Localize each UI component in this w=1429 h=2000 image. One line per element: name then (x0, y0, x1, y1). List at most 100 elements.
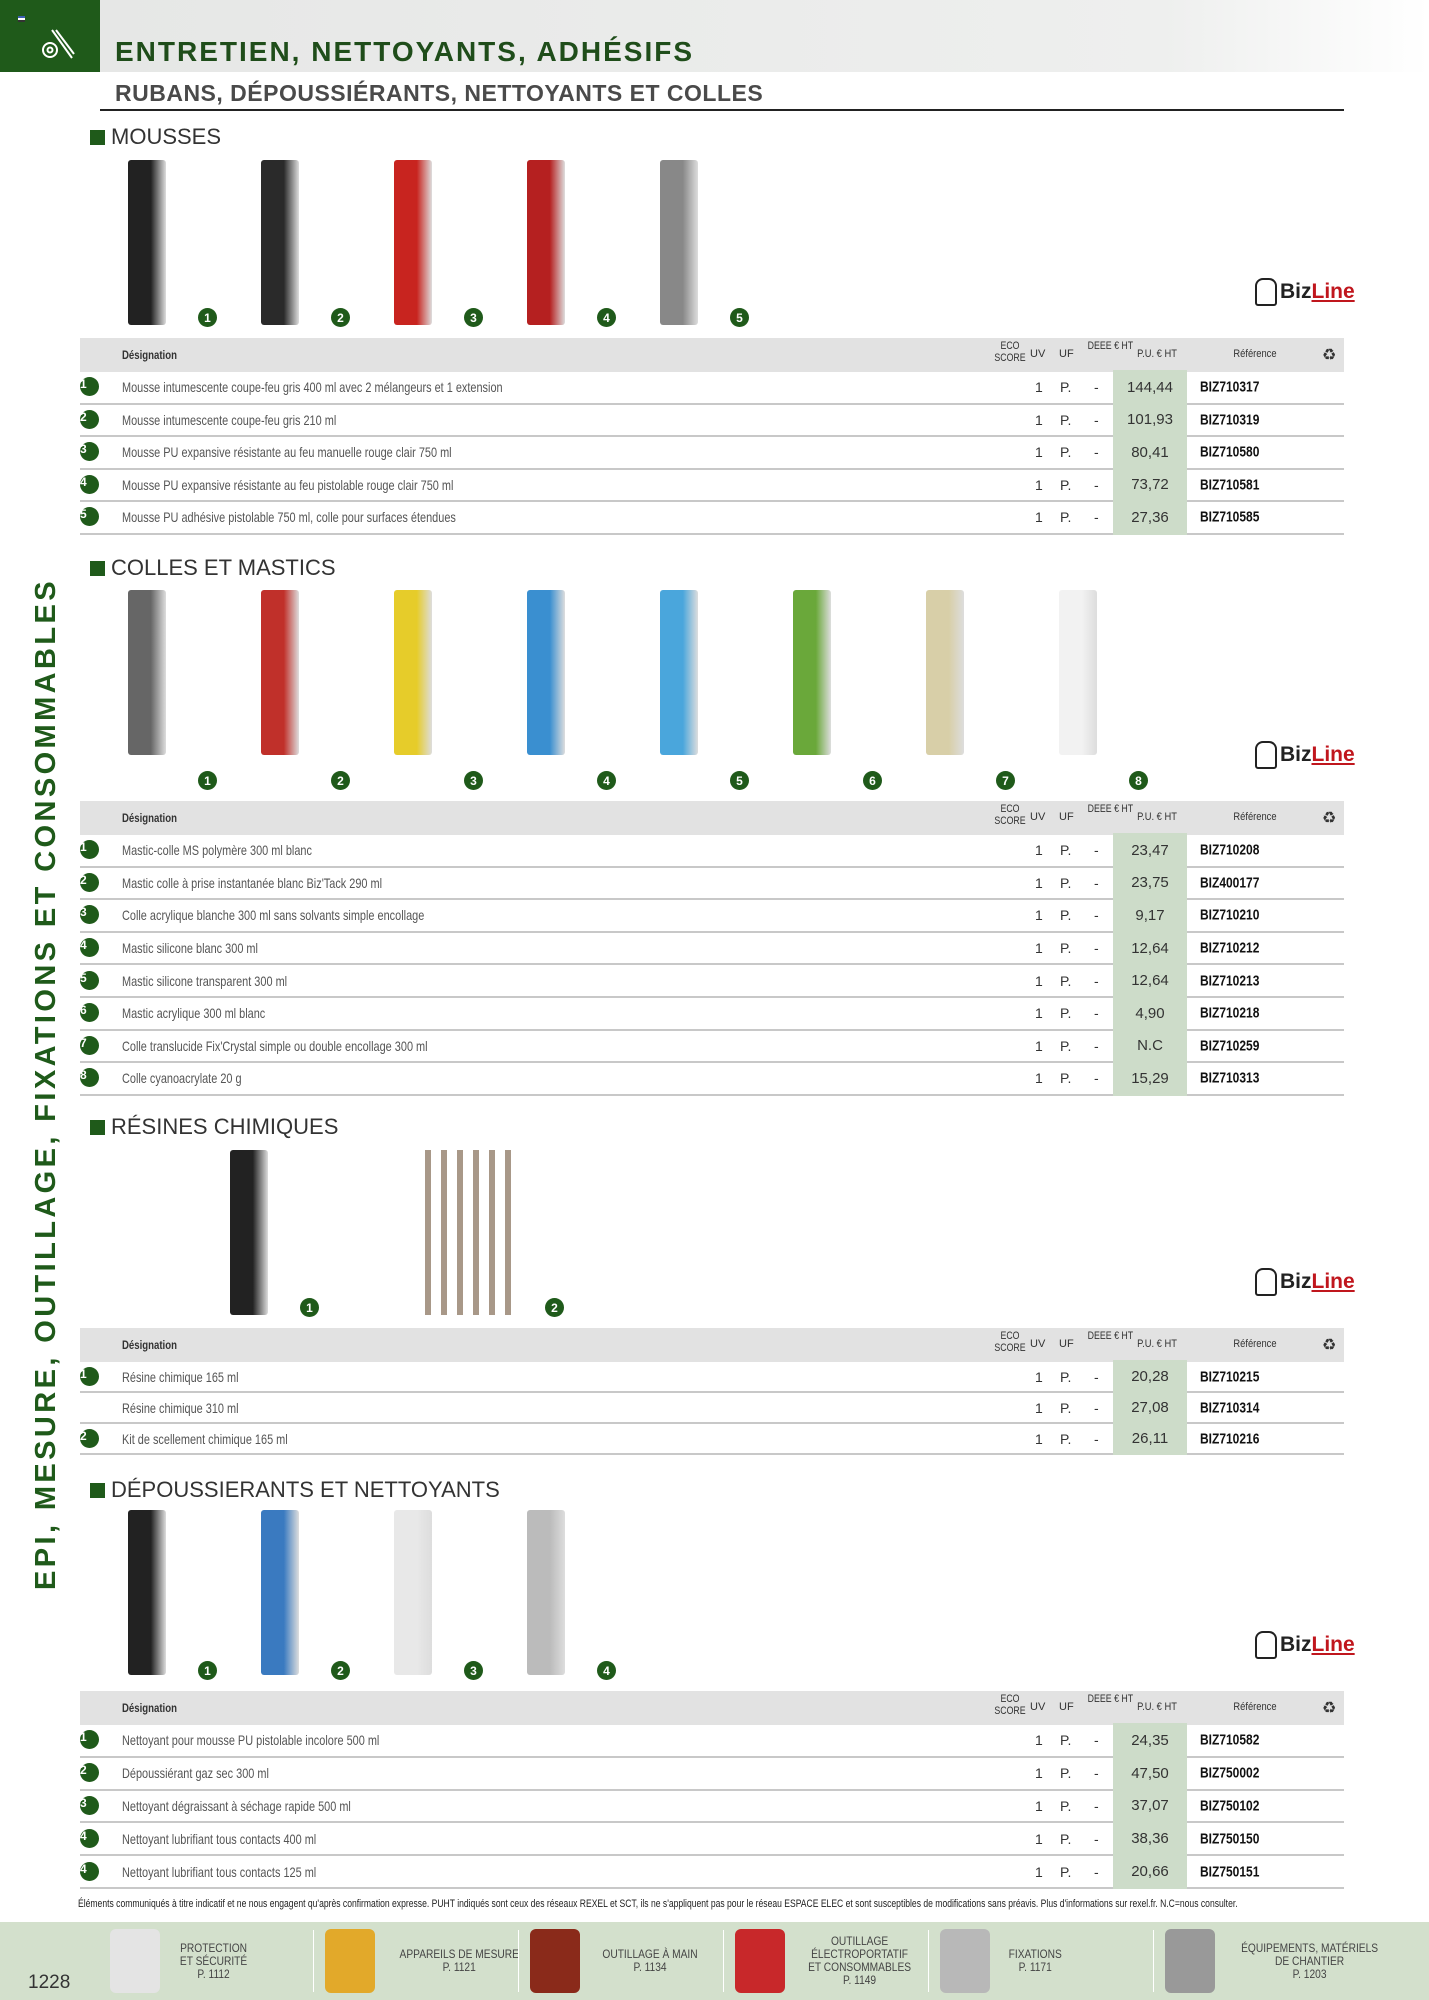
col-uf: UF (1059, 348, 1074, 360)
col-price: P.U. € HT (1137, 811, 1177, 823)
reference[interactable]: BIZ710317 (1200, 378, 1260, 396)
separator (1153, 1930, 1154, 1992)
deee-value: - (1094, 940, 1099, 957)
table-row[interactable]: 3 Colle acrylique blanche 300 ml sans sol… (80, 898, 1344, 933)
reference[interactable]: BIZ710259 (1200, 1037, 1260, 1055)
deee-value: - (1094, 476, 1099, 493)
brand-biz: Biz (1280, 1270, 1312, 1293)
uf-value: P. (1060, 972, 1072, 989)
reference[interactable]: BIZ400177 (1200, 874, 1260, 892)
product-image (261, 590, 299, 755)
footer-category-link[interactable]: ÉQUIPEMENTS, MATÉRIELS DE CHANTIER P. 12… (1165, 1922, 1390, 2000)
uv-value: 1 (1035, 476, 1043, 493)
table-row[interactable]: 3 Mousse PU expansive résistante au feu m… (80, 435, 1344, 470)
row-number: 7 (80, 1035, 99, 1055)
table-row[interactable]: 1 Mastic-colle MS polymère 300 ml blanc 1 P… (80, 833, 1344, 868)
reference[interactable]: BIZ750151 (1200, 1863, 1260, 1881)
table-row[interactable]: 4 Nettoyant lubrifiant tous contacts 400 … (80, 1821, 1344, 1857)
reference[interactable]: BIZ710215 (1200, 1368, 1260, 1385)
footer-category-link[interactable]: OUTILLAGE À MAIN P. 1134 (530, 1922, 706, 2000)
table-row[interactable]: 7 Colle translucide Fix'Crystal simple ou… (80, 1028, 1344, 1064)
table-row[interactable]: 3 Nettoyant dégraissant à séchage rapide … (80, 1788, 1344, 1824)
table-header: Désignation ECO SCORE UV UF DEEE € HT P.U. € … (80, 801, 1344, 835)
deee-value: - (1094, 509, 1099, 526)
footer-category-link[interactable]: OUTILLAGE ÉLECTROPORTATIF ET CONSOMMABLE… (735, 1922, 920, 2000)
table-row[interactable]: 2 Dépoussiérant gaz sec 300 ml 1 P. -47,50 BI… (80, 1755, 1344, 1791)
reference[interactable]: BIZ750102 (1200, 1797, 1260, 1815)
reference[interactable]: BIZ710208 (1200, 841, 1260, 859)
reference[interactable]: BIZ710210 (1200, 906, 1260, 924)
product-number: 1 (198, 1661, 217, 1680)
unit-price: 38,36 (1113, 1821, 1187, 1857)
deee-value: - (1094, 1005, 1099, 1022)
uf-value: P. (1060, 1005, 1072, 1022)
bear-logo-icon (1255, 1631, 1277, 1659)
brand-line: Line (1311, 1633, 1355, 1656)
table-row[interactable]: Résine chimique 310 ml 1 P. -27,08 BIZ710314 (80, 1391, 1344, 1424)
section-heading: MOUSSES (90, 124, 221, 150)
reference[interactable]: BIZ750002 (1200, 1764, 1260, 1782)
reference[interactable]: BIZ710581 (1200, 476, 1260, 494)
reference[interactable]: BIZ710213 (1200, 972, 1260, 990)
reference[interactable]: BIZ710218 (1200, 1004, 1260, 1022)
reference[interactable]: BIZ710319 (1200, 411, 1260, 429)
deee-value: - (1094, 972, 1099, 989)
table-row[interactable]: 2 Kit de scellement chimique 165 ml 1 P. -26… (80, 1422, 1344, 1455)
table-row[interactable]: 1 Résine chimique 165 ml 1 P. -20,28 BIZ71021… (80, 1360, 1344, 1393)
uf-value: P. (1060, 444, 1072, 461)
product-image (394, 1510, 432, 1675)
product-image (230, 1150, 268, 1315)
unit-price: 15,29 (1113, 1061, 1187, 1096)
table-row[interactable]: 4 Nettoyant lubrifiant tous contacts 125 … (80, 1854, 1344, 1889)
col-eco-score: ECO SCORE (994, 1330, 1026, 1354)
reference[interactable]: BIZ710585 (1200, 508, 1260, 526)
designation: Résine chimique 310 ml (122, 1399, 239, 1416)
unit-price: 12,64 (1113, 930, 1187, 966)
table-row[interactable]: 5 Mousse PU adhésive pistolable 750 ml, c… (80, 500, 1344, 535)
table-row[interactable]: 4 Mousse PU expansive résistante au feu p… (80, 467, 1344, 502)
product-image (128, 1510, 166, 1675)
uv-value: 1 (1035, 972, 1043, 989)
brand-biz: Biz (1280, 743, 1312, 766)
footer-category-link[interactable]: PROTECTION ET SÉCURITÉ P. 1112 (110, 1922, 253, 2000)
footer-category-link[interactable]: FIXATIONS P. 1171 (940, 1922, 1066, 2000)
product-number: 5 (730, 308, 749, 327)
table-row[interactable]: 2 Mastic colle à prise instantanée blanc … (80, 865, 1344, 901)
table-row[interactable]: 1 Mousse intumescente coupe-feu gris 400 … (80, 370, 1344, 405)
side-category-label: EPI, MESURE, OUTILLAGE, FIXATIONS ET CON… (30, 578, 62, 1590)
reference[interactable]: BIZ710216 (1200, 1430, 1260, 1447)
reference[interactable]: BIZ710314 (1200, 1399, 1260, 1416)
product-image (527, 590, 565, 755)
product-table: Désignation ECO SCORE UV UF DEEE € HT P.U. € … (80, 801, 1344, 1096)
reference[interactable]: BIZ710582 (1200, 1731, 1260, 1749)
reference[interactable]: BIZ710580 (1200, 443, 1260, 461)
reference[interactable]: BIZ710313 (1200, 1069, 1260, 1087)
uf-value: P. (1060, 1863, 1072, 1880)
table-row[interactable]: 2 Mousse intumescente coupe-feu gris 210 … (80, 402, 1344, 437)
brand-line: Line (1311, 280, 1355, 303)
table-row[interactable]: 8 Colle cyanoacrylate 20 g 1 P. -15,29 BIZ710… (80, 1061, 1344, 1096)
uf-value: P. (1060, 842, 1072, 859)
uv-value: 1 (1035, 1830, 1043, 1847)
section-title: MOUSSES (111, 124, 222, 149)
product-number: 4 (597, 1661, 616, 1680)
brand-biz: Biz (1280, 1633, 1312, 1656)
table-row[interactable]: 5 Mastic silicone transparent 300 ml 1 P. -1… (80, 963, 1344, 998)
table-row[interactable]: 1 Nettoyant pour mousse PU pistolable inc… (80, 1723, 1344, 1758)
unit-price: 20,28 (1113, 1360, 1187, 1393)
table-row[interactable]: 6 Mastic acrylique 300 ml blanc 1 P. -4,90 BI… (80, 995, 1344, 1031)
footer-nav: 1228 PROTECTION ET SÉCURITÉ P. 1112 APPAR… (0, 1922, 1429, 2000)
reference[interactable]: BIZ750150 (1200, 1830, 1260, 1848)
category-label: FIXATIONS P. 1171 (1008, 1947, 1062, 1974)
section-title: DÉPOUSSIERANTS ET NETTOYANTS (111, 1477, 500, 1502)
category-label: PROTECTION ET SÉCURITÉ P. 1112 (179, 1940, 248, 1981)
col-reference: Référence (1233, 1701, 1277, 1713)
reference[interactable]: BIZ710212 (1200, 939, 1260, 957)
product-image (128, 590, 166, 755)
row-number: 2 (80, 1428, 99, 1448)
section-square-icon (90, 560, 105, 576)
footer-category-link[interactable]: APPAREILS DE MESURE P. 1121 (325, 1922, 529, 2000)
product-image (660, 590, 698, 755)
uf-value: P. (1060, 1070, 1072, 1087)
table-row[interactable]: 4 Mastic silicone blanc 300 ml 1 P. -12,64 BI… (80, 930, 1344, 966)
